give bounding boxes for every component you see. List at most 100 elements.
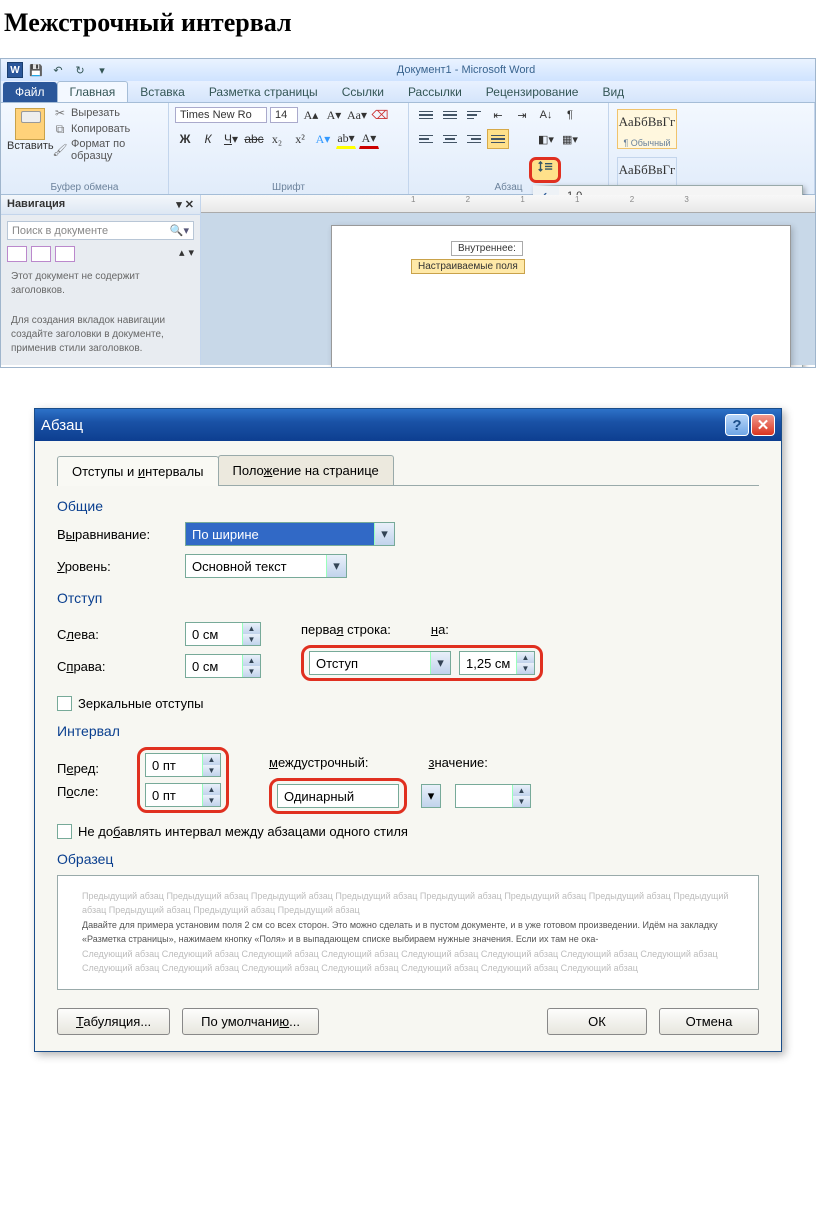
help-button[interactable]: ? <box>725 414 749 436</box>
tab-view[interactable]: Вид <box>590 82 636 102</box>
tab-indents-spacing[interactable]: Отступы и интервалы <box>57 456 219 486</box>
preview-next: Следующий абзац Следующий абзац Следующи… <box>82 948 734 975</box>
borders-icon[interactable]: ▦▾ <box>559 129 581 149</box>
down-arrow-icon[interactable]: ▼ <box>517 663 534 674</box>
align-left-icon[interactable] <box>415 129 437 149</box>
nav-up-icon[interactable]: ▴ <box>179 246 185 262</box>
after-spinner[interactable]: ▲▼ <box>145 783 221 807</box>
redo-icon[interactable]: ↻ <box>71 61 89 79</box>
value-spinner[interactable]: ▲▼ <box>455 784 531 808</box>
shrink-font-icon[interactable]: A▾ <box>324 105 344 125</box>
style-normal[interactable]: АаБбВвГг¶ Обычный <box>617 109 677 149</box>
clear-format-icon[interactable]: ⌫ <box>370 105 390 125</box>
up-arrow-icon[interactable]: ▲ <box>243 655 260 666</box>
change-case-icon[interactable]: Aa▾ <box>347 105 367 125</box>
align-right-icon[interactable] <box>463 129 485 149</box>
bold-icon[interactable]: Ж <box>175 129 195 149</box>
pilcrow-icon[interactable]: ¶ <box>559 105 581 125</box>
down-arrow-icon[interactable]: ▼ <box>243 666 260 677</box>
down-arrow-icon[interactable]: ▼ <box>203 765 220 776</box>
italic-icon[interactable]: К <box>198 129 218 149</box>
line-spacing-button[interactable] <box>529 157 561 183</box>
tab-mailings[interactable]: Рассылки <box>396 82 474 102</box>
cut-button[interactable]: ✂Вырезать <box>53 105 162 121</box>
ok-button[interactable]: ОК <box>547 1008 647 1035</box>
preview-sample: Давайте для примера установим поля 2 см … <box>82 917 734 948</box>
nav-search[interactable]: Поиск в документе🔍▾ <box>7 221 194 240</box>
right-spinner[interactable]: ▲▼ <box>185 654 261 678</box>
numbering-icon[interactable] <box>439 105 461 125</box>
grow-font-icon[interactable]: A▴ <box>301 105 321 125</box>
first-line-combo[interactable]: ▾ <box>309 651 451 675</box>
multilevel-icon[interactable] <box>463 105 485 125</box>
paste-button[interactable]: Вставить <box>7 105 53 163</box>
left-spinner[interactable]: ▲▼ <box>185 622 261 646</box>
default-button[interactable]: По умолчанию... <box>182 1008 319 1035</box>
tab-page-position[interactable]: Положение на странице <box>218 455 394 485</box>
tab-references[interactable]: Ссылки <box>330 82 396 102</box>
tab-layout[interactable]: Разметка страницы <box>197 82 330 102</box>
indent-dec-icon[interactable]: ⇤ <box>487 105 509 125</box>
align-justify-icon[interactable] <box>487 129 509 149</box>
spacing-placeholder <box>511 129 533 149</box>
format-painter-button[interactable]: 🖌Формат по образцу <box>53 137 162 163</box>
mirror-checkbox[interactable]: Зеркальные отступы <box>57 696 759 711</box>
tab-review[interactable]: Рецензирование <box>474 82 591 102</box>
font-name-combo[interactable]: Times New Ro <box>175 107 267 123</box>
down-arrow-icon[interactable]: ▼ <box>513 796 530 807</box>
tab-file[interactable]: Файл <box>3 82 57 102</box>
align-center-icon[interactable] <box>439 129 461 149</box>
indent-inc-icon[interactable]: ⇥ <box>511 105 533 125</box>
down-arrow-icon[interactable]: ▼ <box>203 795 220 806</box>
up-arrow-icon[interactable]: ▲ <box>513 785 530 796</box>
down-arrow-icon[interactable]: ▼ <box>243 634 260 645</box>
nav-down-icon[interactable]: ▾ <box>188 246 194 262</box>
nav-tab-2[interactable] <box>31 246 51 262</box>
tab-home[interactable]: Главная <box>57 81 129 102</box>
highlight-icon[interactable]: ab▾ <box>336 129 356 149</box>
checkbox-icon <box>57 824 72 839</box>
nav-close-icon[interactable]: ▾ ✕ <box>176 198 194 211</box>
up-arrow-icon[interactable]: ▲ <box>203 784 220 795</box>
chevron-down-icon: ▾ <box>374 523 394 545</box>
scissors-icon: ✂ <box>53 106 67 120</box>
shading-icon[interactable]: ◧▾ <box>535 129 557 149</box>
up-arrow-icon[interactable]: ▲ <box>517 652 534 663</box>
no-add-checkbox[interactable]: Не добавлять интервал между абзацами одн… <box>57 824 759 839</box>
strike-icon[interactable]: abc <box>244 129 264 149</box>
cancel-button[interactable]: Отмена <box>659 1008 759 1035</box>
sort-icon[interactable]: A↓ <box>535 105 557 125</box>
close-button[interactable]: ✕ <box>751 414 775 436</box>
nav-tab-3[interactable] <box>55 246 75 262</box>
dialog-titlebar: Абзац ? ✕ <box>35 409 781 441</box>
text-effects-icon[interactable]: A▾ <box>313 129 333 149</box>
ruler[interactable]: 1 2 1 1 2 3 <box>201 195 815 213</box>
underline-icon[interactable]: Ч▾ <box>221 129 241 149</box>
level-combo[interactable]: ▾ <box>185 554 347 578</box>
line-spacing-icon <box>536 161 554 179</box>
superscript-icon[interactable]: x² <box>290 129 310 149</box>
copy-button[interactable]: ⧉Копировать <box>53 121 162 137</box>
nav-tab-1[interactable] <box>7 246 27 262</box>
save-icon[interactable]: 💾 <box>27 61 45 79</box>
line-spacing-combo[interactable] <box>277 784 399 808</box>
bullets-icon[interactable] <box>415 105 437 125</box>
align-label: Выравнивание: <box>57 527 177 542</box>
font-color-icon[interactable]: A▾ <box>359 129 379 149</box>
undo-icon[interactable]: ↶ <box>49 61 67 79</box>
first-line-spinner[interactable]: ▲▼ <box>459 651 535 675</box>
qat-more-icon[interactable]: ▾ <box>93 61 111 79</box>
up-arrow-icon[interactable]: ▲ <box>203 754 220 765</box>
line-spacing-label: междустрочный: <box>269 755 368 770</box>
page[interactable] <box>331 225 791 368</box>
font-size-combo[interactable]: 14 <box>270 107 298 123</box>
subscript-icon[interactable]: x₂ <box>267 129 287 149</box>
tabs-button[interactable]: Табуляция... <box>57 1008 170 1035</box>
line-spacing-caret[interactable]: ▾ <box>421 784 441 808</box>
up-arrow-icon[interactable]: ▲ <box>243 623 260 634</box>
align-combo[interactable]: ▾ <box>185 522 395 546</box>
tab-insert[interactable]: Вставка <box>128 82 197 102</box>
before-spinner[interactable]: ▲▼ <box>145 753 221 777</box>
tooltip-custom-fields[interactable]: Настраиваемые поля <box>411 259 525 274</box>
word-app-icon[interactable]: W <box>7 62 23 78</box>
